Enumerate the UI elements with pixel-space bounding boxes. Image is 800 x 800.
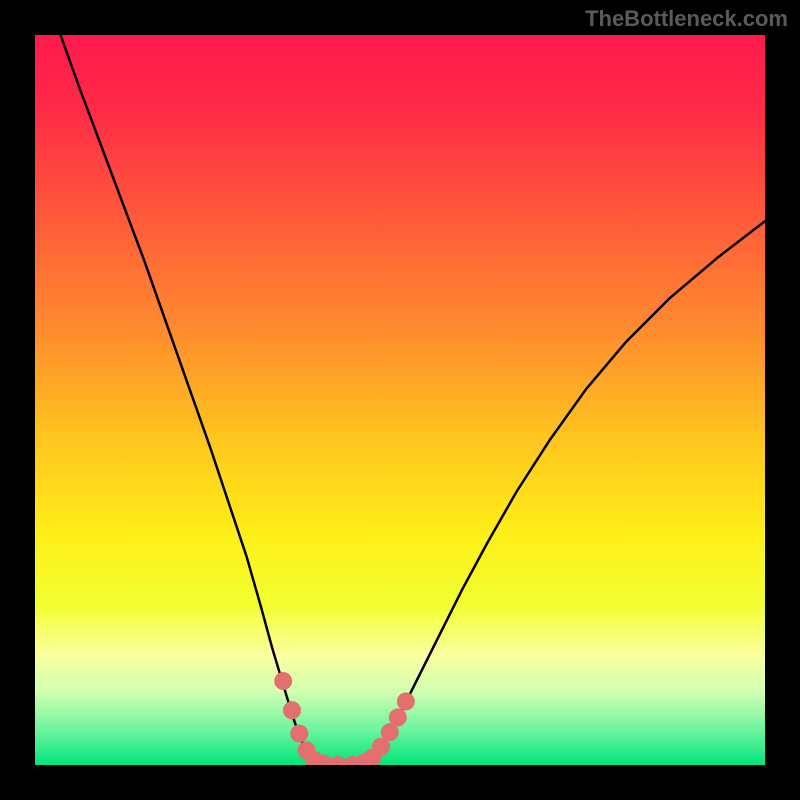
marker-dot: [397, 692, 415, 710]
gradient-background: [35, 35, 765, 765]
marker-dot: [274, 672, 292, 690]
plot-svg: [35, 35, 765, 765]
marker-dot: [290, 725, 308, 743]
marker-dot: [283, 701, 301, 719]
plot-area: [35, 35, 765, 765]
marker-dot: [389, 709, 407, 727]
watermark-text: TheBottleneck.com: [585, 6, 788, 32]
chart-container: TheBottleneck.com: [0, 0, 800, 800]
